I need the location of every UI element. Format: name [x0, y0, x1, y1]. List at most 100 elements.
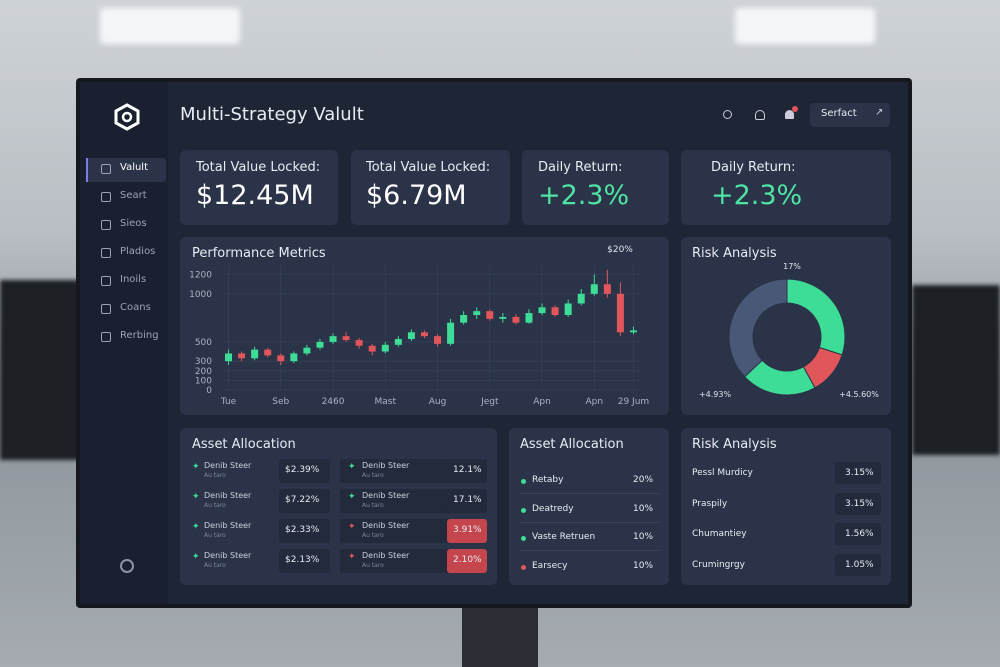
risk-name: Pessl Murdicy: [692, 468, 753, 478]
nav-item[interactable]: Seart: [120, 190, 147, 201]
button-icon: ↗: [875, 107, 884, 118]
candle-body: [512, 316, 520, 323]
button-label[interactable]: Serfact: [821, 108, 857, 119]
asset-value: $2.13%: [285, 555, 320, 565]
asset-sub: Au taro: [204, 472, 226, 479]
candle-body: [329, 336, 337, 342]
allocation-value: 20%: [633, 475, 654, 485]
asset-name: Denib Steer: [362, 521, 410, 530]
asset-value: 12.1%: [453, 465, 482, 475]
stat-label: Total Value Locked:: [366, 160, 491, 175]
candle-body: [368, 345, 376, 352]
nav-icon: [101, 248, 111, 258]
allocation-value: 10%: [633, 532, 654, 542]
value-box: [279, 519, 330, 543]
background-monitor: [0, 280, 80, 460]
stat-card: [681, 150, 891, 225]
card-title: Asset Allocation: [192, 437, 296, 452]
candle-body: [486, 311, 494, 319]
nav-icon: [101, 192, 111, 202]
asset-value: $7.22%: [285, 495, 320, 505]
candle-body: [225, 353, 233, 362]
value-box: [279, 459, 330, 483]
risk-name: Praspily: [692, 498, 728, 509]
candle-body: [434, 336, 442, 344]
card-title: Risk Analysis: [692, 437, 777, 452]
nav-item[interactable]: Rerbing: [120, 330, 159, 341]
allocation-name: Deatredy: [532, 503, 574, 514]
donut-segment: [728, 278, 788, 378]
search-icon[interactable]: [723, 110, 732, 119]
trend-icon: ✦: [192, 492, 200, 502]
asset-value: 3.91%: [453, 525, 482, 535]
candle-body: [577, 293, 585, 304]
asset-sub: Au taro: [362, 472, 384, 479]
asset-value: 2.10%: [453, 555, 482, 565]
candle-body: [290, 353, 298, 362]
x-tick-label: Tue: [220, 397, 237, 407]
y-tick-label: 200: [195, 367, 212, 377]
action-button[interactable]: [810, 103, 890, 127]
nav-item[interactable]: Valult: [120, 162, 149, 173]
candle-body: [420, 332, 428, 337]
user-icon[interactable]: [755, 110, 765, 120]
x-tick-label: Apn: [533, 397, 551, 407]
nav-item[interactable]: Inoils: [120, 274, 147, 285]
nav-item[interactable]: Sieos: [120, 218, 147, 229]
stat-value: $12.45M: [196, 180, 314, 211]
trend-icon: ✦: [192, 552, 200, 562]
notification-dot: [792, 106, 798, 112]
ceiling-light: [735, 8, 875, 44]
background-monitor: [912, 285, 1000, 455]
candle-body: [342, 336, 350, 340]
allocation-card: [509, 428, 669, 585]
chart-title: Risk Analysis: [692, 246, 777, 261]
asset-value: 17.1%: [453, 495, 482, 505]
row-divider: [519, 493, 659, 494]
asset-sub: Au taro: [204, 562, 226, 569]
row-divider: [519, 550, 659, 551]
asset-sub: Au taro: [362, 502, 384, 509]
value-box: [835, 462, 881, 484]
allocation-value: 10%: [633, 503, 654, 514]
trend-icon: ✦: [348, 552, 356, 562]
monitor-stand: [462, 605, 538, 667]
stat-card: [351, 150, 510, 225]
candle-body: [355, 340, 363, 346]
nav-icon: [101, 304, 111, 314]
logo: [114, 103, 140, 131]
candle-body: [538, 307, 546, 314]
candle-body: [590, 284, 598, 294]
row-dot: [521, 536, 526, 541]
allocation-name: Retaby: [532, 475, 564, 485]
bell-icon[interactable]: [785, 110, 794, 119]
performance-card: [180, 237, 669, 415]
value-box: [279, 489, 330, 513]
x-tick-label: Jegt: [480, 397, 499, 407]
candle-body: [277, 355, 285, 362]
y-tick-label: 300: [195, 357, 212, 367]
nav-item[interactable]: Coans: [120, 302, 151, 313]
allocation-value: 10%: [633, 560, 654, 571]
risk-value: 3.15%: [845, 498, 874, 509]
chart-title: Performance Metrics: [192, 246, 326, 261]
risk-value: 1.05%: [845, 559, 874, 570]
settings-icon[interactable]: [120, 559, 134, 573]
row-dot: [521, 479, 526, 484]
y-tick-label: 500: [195, 338, 212, 348]
nav-icon: [101, 276, 111, 286]
nav-icon: [101, 332, 111, 342]
value-box: [447, 459, 487, 483]
y-tick-label: 1200: [189, 271, 212, 281]
asset-sub: Au taro: [362, 532, 384, 539]
y-tick-label: 100: [195, 376, 212, 386]
x-tick-label: Seb: [272, 397, 289, 407]
asset-name: Denib Steer: [204, 521, 252, 530]
stat-card: [522, 150, 669, 225]
active-item-bg[interactable]: [86, 158, 166, 182]
asset-name: Denib Steer: [204, 491, 252, 500]
risk-value: 1.56%: [845, 529, 874, 539]
nav-item[interactable]: Pladios: [120, 246, 156, 257]
